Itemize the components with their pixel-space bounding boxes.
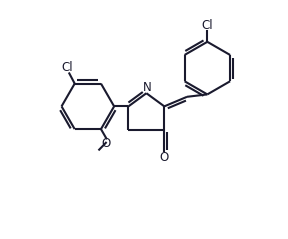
Text: O: O	[102, 137, 111, 150]
Text: N: N	[143, 81, 151, 94]
Text: Cl: Cl	[61, 61, 73, 74]
Text: Cl: Cl	[202, 19, 213, 32]
Text: O: O	[160, 151, 169, 164]
